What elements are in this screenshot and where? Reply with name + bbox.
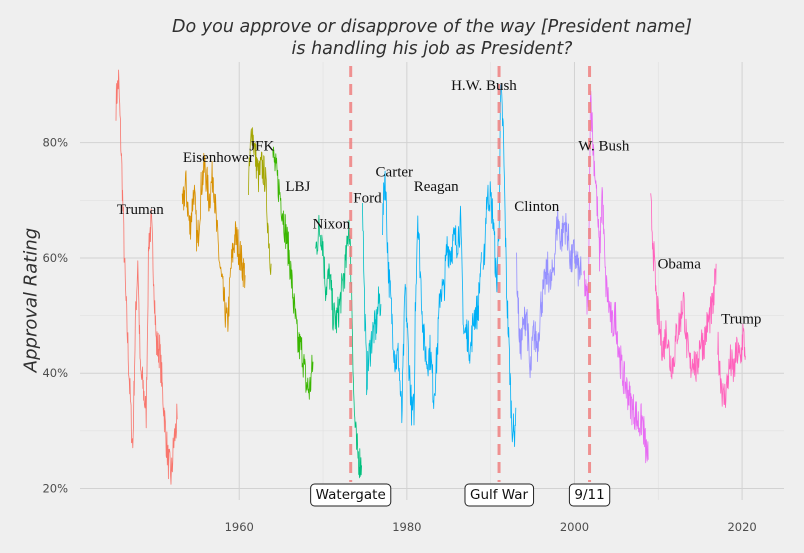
series-line-jfk <box>248 127 272 275</box>
series-line-clinton <box>516 206 582 379</box>
x-tick-label: 1960 <box>225 520 254 534</box>
series-line-h-w-bush <box>482 84 517 447</box>
series-line-truman <box>115 69 178 485</box>
president-label-truman: Truman <box>117 202 164 218</box>
series-line-nixon <box>315 214 362 479</box>
series-line-lbj <box>272 146 314 400</box>
series-line-carter <box>382 170 482 426</box>
president-label-obama: Obama <box>658 257 702 273</box>
series-line-eisenhower <box>181 152 246 332</box>
series-line-obama <box>650 193 717 382</box>
president-label-reagan: Reagan <box>414 179 459 195</box>
x-tick-label: 2020 <box>727 520 756 534</box>
event-label-9-11: 9/11 <box>574 487 604 503</box>
event-label-gulf-war: Gulf War <box>470 487 529 503</box>
y-tick-label: 60% <box>42 251 68 265</box>
event-label-box <box>464 483 535 507</box>
x-tick-label: 1980 <box>392 520 421 534</box>
president-label-carter: Carter <box>376 165 413 181</box>
chart-title: Do you approve or disapprove of the way … <box>172 17 692 37</box>
president-label-lbj: LBJ <box>285 179 310 195</box>
chart-title-line2: is handling his job as President? <box>291 39 573 59</box>
series-line-trump <box>717 323 746 408</box>
event-label-box <box>568 483 611 507</box>
president-label-h-w-bush: H.W. Bush <box>451 78 517 94</box>
president-label-ford: Ford <box>353 190 382 206</box>
president-label-trump: Trump <box>721 311 761 327</box>
president-label-jfk: JFK <box>249 139 274 155</box>
series-line-w-bush <box>583 90 649 464</box>
series-line-ford <box>362 202 382 396</box>
y-tick-label: 20% <box>42 481 68 495</box>
president-label-eisenhower: Eisenhower <box>183 150 254 166</box>
event-label-watergate: Watergate <box>316 487 386 503</box>
x-tick-label: 2000 <box>560 520 589 534</box>
president-label-nixon: Nixon <box>313 216 351 232</box>
y-tick-label: 40% <box>42 366 68 380</box>
y-tick-label: 80% <box>42 136 68 150</box>
event-label-box <box>310 483 392 507</box>
president-label-w-bush: W. Bush <box>578 139 630 155</box>
president-label-clinton: Clinton <box>514 199 560 215</box>
